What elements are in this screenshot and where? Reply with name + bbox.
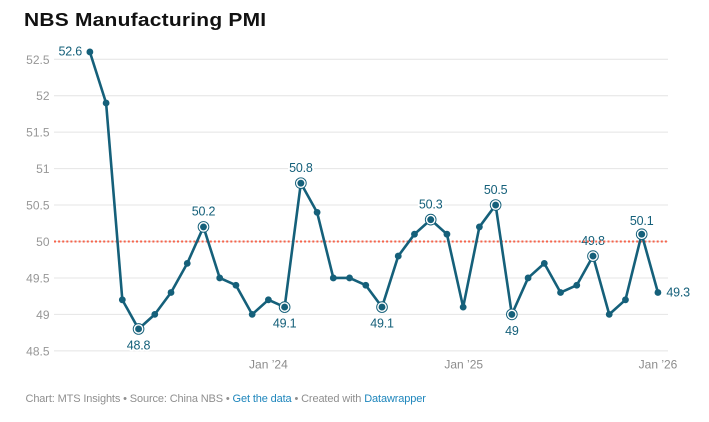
svg-text:48.5: 48.5 [26,344,50,358]
svg-text:50.3: 50.3 [419,197,443,211]
svg-text:49.1: 49.1 [370,317,394,331]
svg-text:51: 51 [36,162,50,176]
svg-text:49: 49 [505,324,519,338]
svg-text:50.5: 50.5 [484,183,508,197]
svg-text:Jan ’25: Jan ’25 [444,358,483,372]
svg-text:52.6: 52.6 [59,45,83,59]
svg-text:49: 49 [36,308,50,322]
svg-text:50.2: 50.2 [192,205,216,219]
svg-text:50.8: 50.8 [289,161,313,175]
svg-text:Jan ’26: Jan ’26 [639,358,678,372]
svg-text:52.5: 52.5 [26,53,50,67]
svg-text:50.5: 50.5 [26,199,50,213]
svg-text:49.8: 49.8 [581,234,605,248]
svg-text:50: 50 [36,235,50,249]
svg-text:49.3: 49.3 [666,286,690,300]
svg-text:49.1: 49.1 [273,317,297,331]
svg-text:50.1: 50.1 [630,214,654,228]
svg-text:Jan ’24: Jan ’24 [249,358,288,372]
svg-text:49.5: 49.5 [26,271,50,285]
svg-text:51.5: 51.5 [26,126,50,140]
svg-text:52: 52 [36,89,50,103]
svg-text:48.8: 48.8 [127,339,151,353]
